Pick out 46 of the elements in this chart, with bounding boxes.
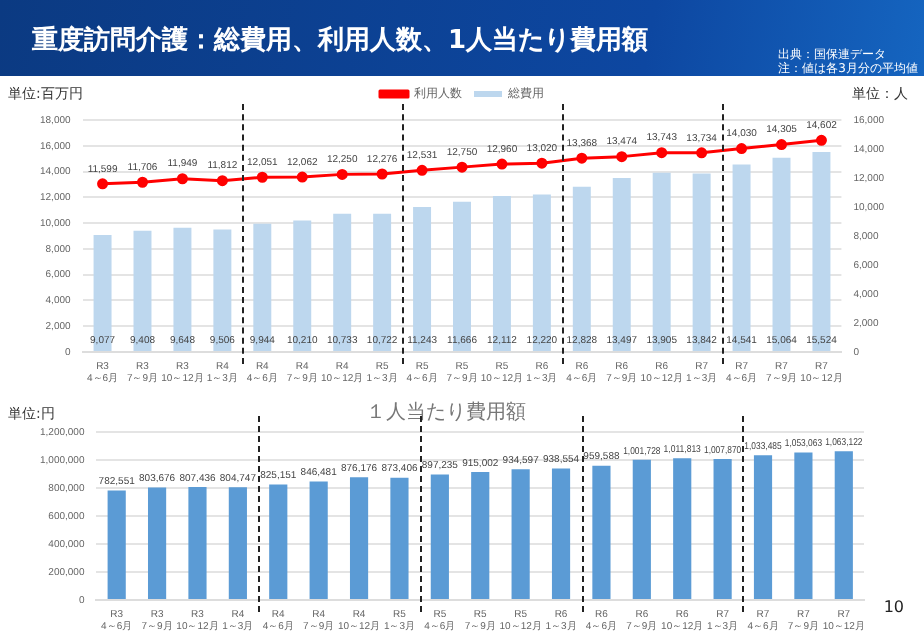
bar: [551, 468, 571, 599]
bar: [390, 477, 409, 599]
point: [496, 158, 508, 170]
point: [815, 134, 827, 146]
bar: [147, 487, 167, 599]
bar: [753, 455, 773, 599]
point: [176, 173, 188, 185]
bar: [471, 471, 490, 599]
point: [336, 168, 348, 180]
point: [736, 143, 748, 155]
bar: [794, 452, 813, 599]
point: [776, 139, 788, 151]
point: [416, 164, 428, 176]
bar: [269, 484, 288, 599]
bar: [632, 459, 651, 599]
chart-title: 重度訪問介護：総費用、利用人数、1人当たり費用額: [32, 23, 649, 58]
point: [216, 175, 228, 187]
point: [616, 151, 628, 163]
chart-title: １人当たり費用額: [366, 399, 526, 424]
point: [136, 176, 148, 188]
point: [656, 147, 668, 159]
point: [696, 147, 708, 159]
bar: [713, 458, 732, 599]
bar: [133, 230, 152, 351]
point: [456, 161, 468, 173]
bar: [253, 223, 272, 351]
point: [256, 171, 268, 183]
bar: [188, 486, 207, 599]
point: [536, 157, 548, 169]
bar: [228, 487, 247, 599]
bar: [430, 474, 449, 599]
bar: [511, 469, 530, 599]
point: [576, 152, 588, 164]
bar: [173, 227, 192, 351]
bar: [673, 458, 692, 599]
bar: [834, 451, 853, 599]
bar: [309, 481, 328, 599]
bar: [592, 465, 611, 599]
text: 10: [883, 598, 904, 616]
bar: [93, 235, 112, 351]
bar: [349, 477, 369, 599]
bar: [107, 490, 126, 599]
point: [296, 171, 308, 183]
point: [97, 178, 109, 190]
bar: [213, 229, 232, 351]
point: [376, 168, 388, 180]
